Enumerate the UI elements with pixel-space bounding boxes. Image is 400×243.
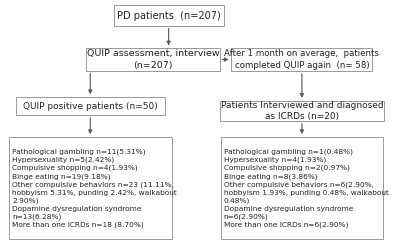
Text: Patients Interviewed and diagnosed
as ICRDs (n=20): Patients Interviewed and diagnosed as IC… [221, 101, 383, 121]
Text: Pathological gambling n=11(5.31%)
Hypersexuality n=5(2.42%)
Compulsive shopping : Pathological gambling n=11(5.31%) Hypers… [12, 148, 177, 228]
Text: QUIP assessment, interview
(n=207): QUIP assessment, interview (n=207) [87, 49, 219, 70]
Text: Pathological gambling n=1(0.48%)
Hypersexuality n=4(1.93%)
Compulsive shopping n: Pathological gambling n=1(0.48%) Hyperse… [224, 148, 388, 228]
FancyBboxPatch shape [9, 137, 172, 239]
FancyBboxPatch shape [16, 97, 165, 115]
Text: After 1 month on average,  patients
completed QUIP again  (n= 58): After 1 month on average, patients compl… [224, 49, 379, 70]
FancyBboxPatch shape [220, 101, 384, 121]
FancyBboxPatch shape [220, 137, 383, 239]
Text: PD patients  (n=207): PD patients (n=207) [117, 10, 220, 20]
FancyBboxPatch shape [114, 5, 224, 26]
Text: QUIP positive patients (n=50): QUIP positive patients (n=50) [23, 102, 158, 111]
FancyBboxPatch shape [86, 48, 220, 71]
FancyBboxPatch shape [231, 48, 372, 71]
